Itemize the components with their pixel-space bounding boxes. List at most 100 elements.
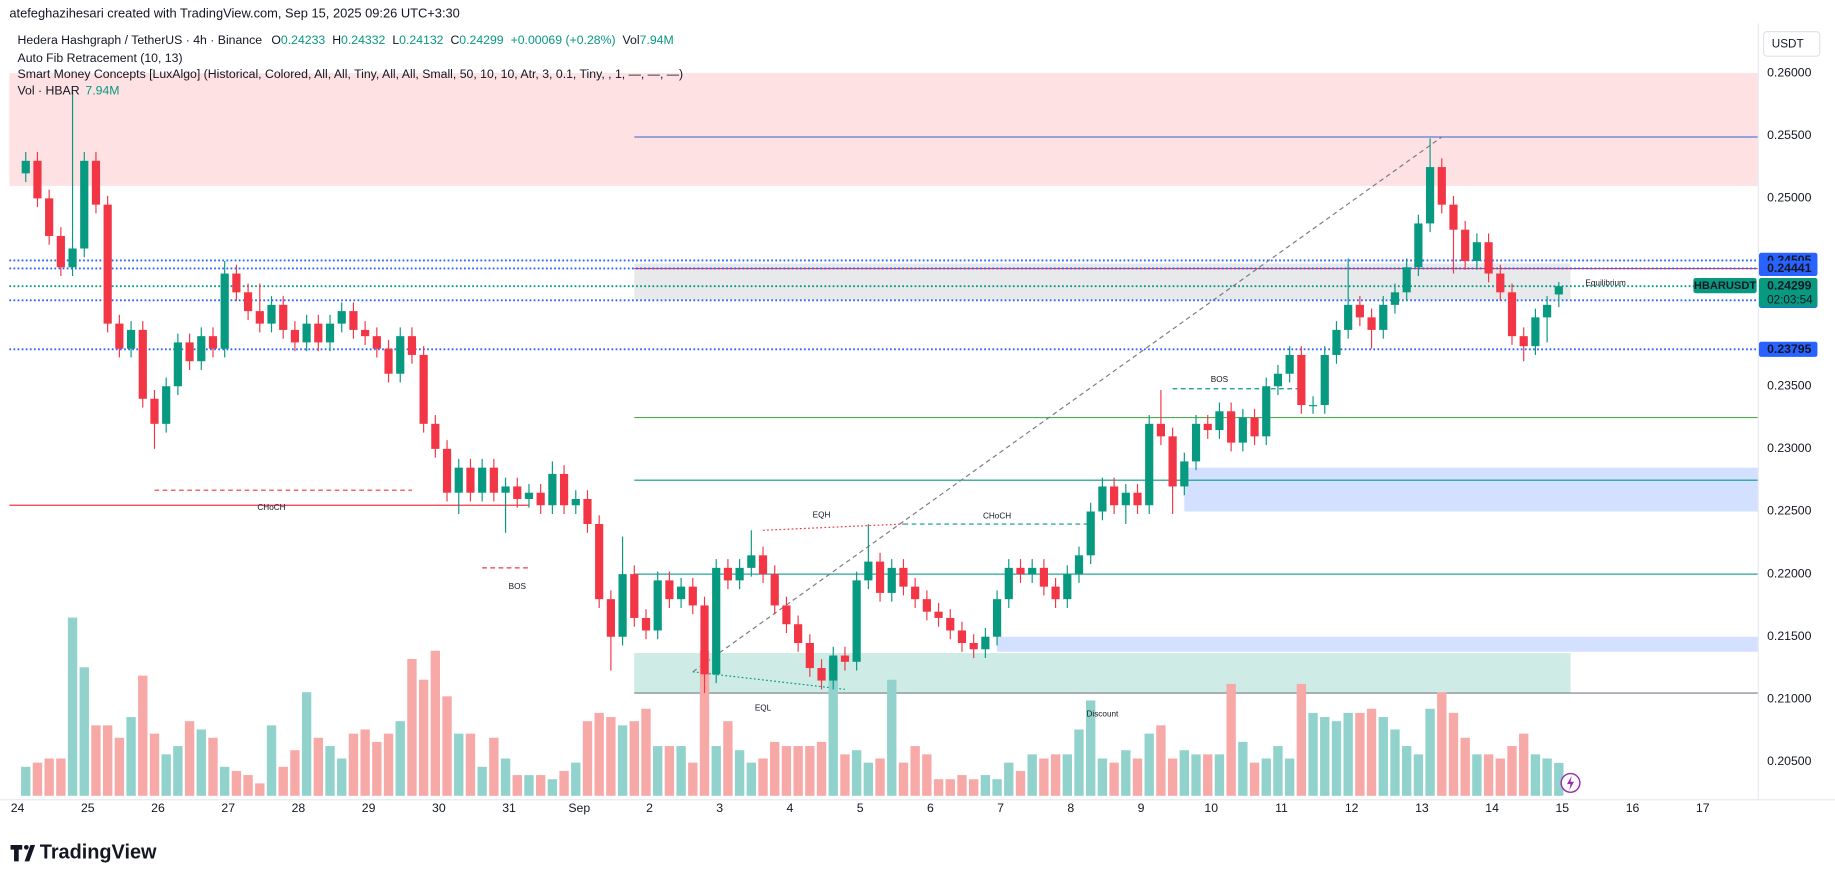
candle-body: [1543, 304, 1552, 318]
candle-body: [21, 160, 30, 174]
ohlc-key: C: [450, 33, 459, 47]
change: +0.00069 (+0.28%): [511, 33, 616, 47]
volume-bar: [290, 750, 300, 796]
candle-body: [138, 329, 147, 399]
volume-bar: [770, 741, 780, 796]
candle-body: [208, 336, 218, 349]
volume-bar: [887, 679, 897, 796]
currency-button[interactable]: [1763, 31, 1821, 57]
x-tick-label: 30: [432, 801, 446, 815]
volume-bar: [1062, 754, 1072, 796]
volume-bar: [1132, 758, 1143, 796]
price-badge: [1758, 260, 1818, 277]
candle-body: [1461, 229, 1470, 262]
volume-bar: [337, 758, 347, 796]
candle-body: [536, 492, 545, 506]
x-tick-label: 6: [927, 801, 934, 815]
candle-body: [665, 580, 674, 600]
candle-body: [1215, 411, 1224, 431]
volume-bar: [348, 733, 359, 796]
ohlc-key: O: [271, 33, 281, 47]
volume-bar: [1284, 758, 1295, 796]
volume-bar: [1331, 721, 1342, 796]
volume-bar: [863, 762, 874, 796]
candle-body: [1016, 567, 1025, 575]
candle-body: [782, 605, 791, 625]
volume-bar: [1425, 708, 1435, 796]
candle-body: [946, 617, 955, 631]
volume-bar: [383, 733, 394, 796]
volume-bar: [547, 779, 558, 796]
volume-bar: [1273, 746, 1283, 796]
volume-bar: [781, 746, 792, 796]
volume-bar: [360, 729, 370, 796]
time-axis-border: [0, 799, 1835, 801]
candle-body: [1168, 436, 1177, 487]
y-tick-label: 0.26000: [1767, 65, 1812, 79]
candle-body: [1028, 567, 1037, 575]
candle-body: [747, 555, 756, 568]
candle-body: [442, 448, 452, 493]
volume-bar: [1554, 762, 1564, 796]
candle-body: [80, 160, 89, 249]
volume-bar: [243, 775, 253, 796]
candle-body: [829, 655, 838, 681]
annotation: EQH: [813, 510, 831, 519]
x-tick-label: 3: [716, 801, 723, 815]
last-price-badge: [1758, 277, 1818, 308]
volume-bar: [465, 733, 476, 796]
volume-bar: [325, 746, 335, 796]
volume-bar: [875, 758, 885, 796]
candle-body: [1063, 574, 1072, 600]
candle-body: [911, 586, 920, 600]
x-tick-label: 17: [1696, 801, 1710, 815]
volume-bar: [1343, 712, 1353, 796]
candle-body: [1273, 373, 1283, 387]
volume-bar: [1214, 754, 1225, 796]
candle-body: [279, 304, 288, 330]
volume-bar: [606, 717, 616, 796]
ohlc-value: 0.24233: [281, 33, 326, 47]
volume-bar: [828, 659, 838, 796]
volume-bar: [688, 762, 698, 796]
candle-body: [641, 617, 651, 631]
candle-body: [1414, 223, 1423, 268]
candle-body: [805, 643, 814, 669]
volume-bar: [641, 708, 651, 796]
y-tick-label: 0.21500: [1767, 629, 1812, 643]
x-tick-label: 8: [1067, 801, 1074, 815]
volume-bar: [1401, 746, 1412, 796]
candle-body: [1308, 405, 1318, 407]
volume-bar: [220, 766, 230, 796]
annotation: BOS: [509, 582, 527, 591]
candle-body: [712, 567, 721, 675]
candle-body: [1425, 167, 1435, 224]
candle-body: [1238, 417, 1247, 443]
candle-body: [1531, 317, 1540, 347]
structure-line: [692, 671, 846, 690]
price-axis-border: [1757, 23, 1759, 800]
candle-body: [361, 329, 370, 337]
currency[interactable]: USDT: [1772, 38, 1804, 51]
candle-body: [571, 498, 580, 506]
candle-body: [185, 342, 194, 362]
candle-body: [1262, 386, 1271, 437]
candle-body: [1496, 273, 1505, 293]
volume-bar: [992, 779, 1002, 796]
candle-body: [1437, 167, 1446, 205]
x-tick-label: 14: [1485, 801, 1499, 815]
candle-body: [513, 486, 522, 499]
candle-body: [314, 323, 323, 343]
candle-body: [232, 273, 241, 293]
volume-bar: [582, 721, 593, 796]
symbol-legend: Hedera Hashgraph / TetherUS · 4h · Binan…: [18, 33, 674, 47]
candle-body: [840, 655, 850, 662]
candle-body: [969, 643, 978, 650]
volume-bar: [266, 725, 277, 796]
candle-body: [817, 668, 826, 681]
x-tick-label: 31: [502, 801, 516, 815]
zone: [1184, 467, 1758, 512]
candle-body: [1449, 204, 1458, 230]
volume-bar: [1027, 754, 1037, 796]
